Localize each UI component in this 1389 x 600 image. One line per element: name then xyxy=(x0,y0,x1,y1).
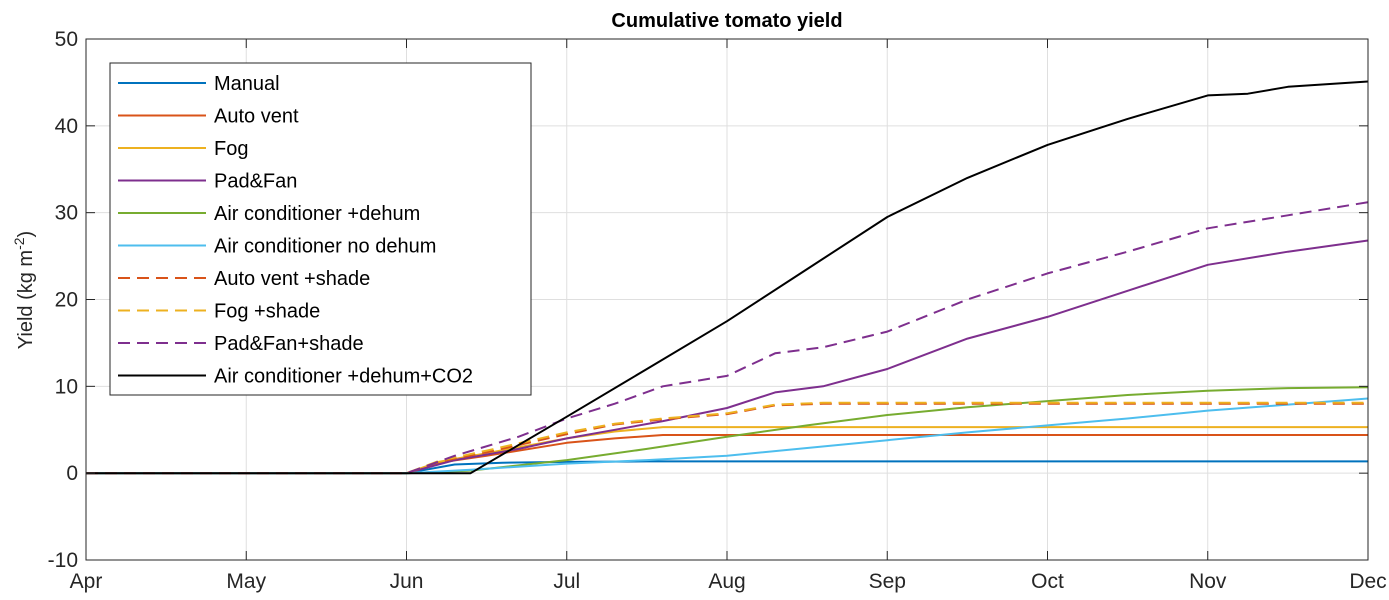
y-tick-labels: -10 0 10 20 30 40 50 xyxy=(48,28,78,572)
y-tick-label: 30 xyxy=(55,202,78,225)
y-axis-label-end: ) xyxy=(15,231,37,238)
legend-entry-label: Pad&Fan xyxy=(214,171,297,193)
legend-entry-label: Manual xyxy=(214,73,280,95)
y-axis-label-superscript: -2 xyxy=(11,237,27,250)
series-line-air-conditioner-dehum-co2 xyxy=(86,80,1369,475)
chart-title: Cumulative tomato yield xyxy=(611,10,842,32)
series-line-pad-fan xyxy=(86,239,1369,475)
series-line-air-conditioner-no-dehum xyxy=(86,397,1369,475)
x-tick-label: Nov xyxy=(1189,570,1227,593)
x-tick-label: Jul xyxy=(553,570,580,593)
legend-entry-label: Fog xyxy=(214,138,248,160)
legend-entry-label: Pad&Fan+shade xyxy=(214,333,364,355)
y-axis-label: Yield (kg m-2) xyxy=(11,231,37,349)
legend-entry-label: Air conditioner +dehum+CO2 xyxy=(214,366,473,388)
y-tick-label: 10 xyxy=(55,375,78,398)
y-tick-label: 40 xyxy=(55,115,78,138)
legend-entry-label: Air conditioner no dehum xyxy=(214,236,436,258)
x-tick-label: Apr xyxy=(70,570,103,593)
y-tick-label: 0 xyxy=(66,462,78,485)
x-tick-label: Sep xyxy=(869,570,906,593)
x-tick-label: Jun xyxy=(390,570,424,593)
x-tick-label: May xyxy=(226,570,266,593)
x-tick-label: Aug xyxy=(708,570,745,593)
y-tick-label: 20 xyxy=(55,289,78,312)
legend-entry-label: Auto vent +shade xyxy=(214,268,370,290)
series-lines xyxy=(86,80,1369,475)
legend-entry-label: Fog +shade xyxy=(214,301,320,323)
x-tick-labels: Apr May Jun Jul Aug Sep Oct Nov Dec xyxy=(70,570,1387,593)
series-line-pad-fan-shade xyxy=(86,201,1369,475)
legend: Manual Auto vent Fog Pad&Fan Air conditioner… xyxy=(109,62,532,396)
y-tick-label: -10 xyxy=(48,549,78,572)
y-axis-label-main: Yield (kg m xyxy=(15,250,37,349)
legend-box xyxy=(109,62,532,396)
y-tick-label: 50 xyxy=(55,28,78,51)
x-tick-label: Dec xyxy=(1349,570,1386,593)
x-tick-label: Oct xyxy=(1031,570,1064,593)
axis-ticks xyxy=(85,38,1369,561)
legend-entry-label: Air conditioner +dehum xyxy=(214,203,420,225)
legend-entry-label: Auto vent xyxy=(214,106,299,128)
